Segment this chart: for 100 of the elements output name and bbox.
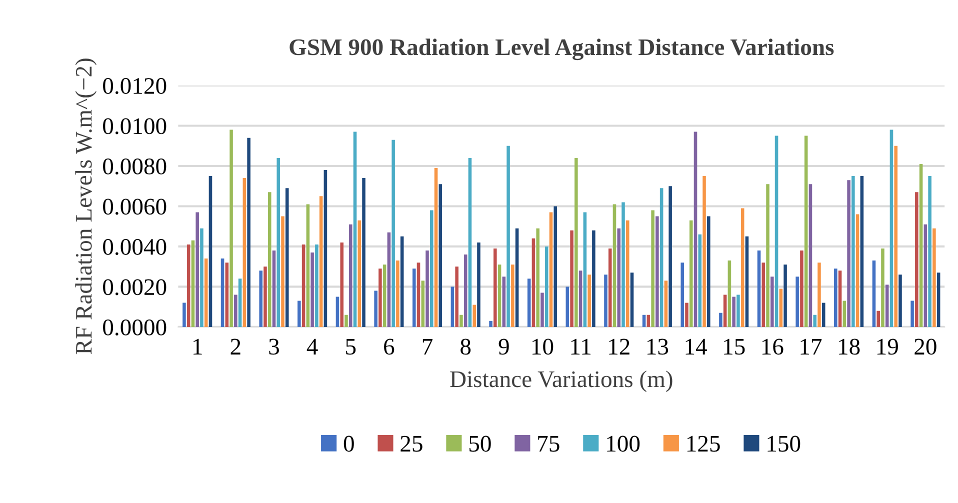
bar: [617, 228, 621, 327]
bar: [847, 180, 850, 327]
bar: [238, 278, 242, 327]
bar: [813, 314, 816, 327]
bar: [396, 260, 400, 327]
bar: [822, 302, 826, 327]
bar: [310, 252, 314, 327]
bar: [281, 216, 284, 327]
bar: [919, 164, 923, 327]
x-tick-label: 15: [724, 338, 745, 355]
bar: [455, 266, 458, 327]
bar: [272, 250, 276, 327]
bar: [770, 276, 774, 327]
bar: [784, 264, 787, 327]
bar: [881, 248, 884, 327]
bar: [842, 300, 846, 327]
bar: [374, 290, 378, 327]
bar: [426, 250, 429, 327]
x-tick-label: 2: [230, 338, 240, 354]
bar: [885, 284, 889, 327]
bar: [494, 248, 497, 327]
bar: [315, 244, 318, 327]
x-axis-title: Distance Variations (m): [450, 370, 672, 392]
bar: [566, 286, 570, 327]
bar: [818, 262, 821, 327]
legend-label: 100: [607, 436, 640, 452]
y-axis-title: RF Radiation Levels W.m^(−2): [75, 58, 97, 354]
x-tick-label: 8: [460, 338, 471, 355]
bar: [502, 276, 506, 327]
bar: [298, 300, 301, 327]
bar: [890, 130, 894, 327]
bar: [468, 158, 472, 327]
bar: [910, 300, 914, 327]
bar: [664, 280, 668, 327]
bar: [796, 276, 799, 327]
bar: [378, 268, 382, 327]
bar: [208, 176, 212, 327]
x-tick-label: 9: [498, 338, 509, 355]
y-tick-label: 0.0120: [103, 78, 166, 94]
bar: [685, 302, 688, 327]
bar: [604, 274, 608, 327]
bar: [515, 228, 519, 327]
bar: [915, 192, 918, 327]
bar: [736, 294, 740, 327]
bar: [430, 210, 434, 327]
bar: [506, 146, 510, 327]
bar: [808, 184, 812, 327]
x-tick-label: 7: [422, 338, 432, 354]
bar: [421, 280, 425, 327]
x-tick-label: 18: [839, 338, 860, 355]
bar: [774, 136, 778, 327]
bar: [285, 188, 289, 327]
bar: [387, 232, 391, 327]
legend-label: 25: [400, 436, 422, 452]
bar: [400, 236, 404, 327]
bar: [382, 264, 386, 327]
bar: [876, 310, 880, 327]
bar: [450, 286, 454, 327]
bar: [344, 314, 348, 327]
bar: [732, 296, 736, 327]
x-tick-label: 20: [914, 338, 936, 355]
bar: [412, 268, 416, 327]
bar: [570, 230, 574, 327]
bar: [740, 208, 744, 327]
bar: [230, 130, 233, 327]
bar: [540, 292, 544, 327]
bar: [723, 294, 727, 327]
bar: [834, 268, 838, 327]
bar: [306, 204, 310, 327]
x-tick-label: 16: [762, 338, 784, 355]
legend-label: 0: [344, 436, 354, 452]
bar: [608, 248, 612, 327]
bar: [477, 242, 480, 327]
bar: [434, 168, 438, 327]
bar: [353, 132, 357, 327]
bar: [804, 136, 808, 327]
bar: [527, 278, 531, 327]
x-tick-label: 17: [800, 338, 822, 354]
bar: [924, 224, 928, 327]
bar: [340, 242, 344, 327]
x-tick-label: 6: [384, 338, 394, 355]
bar: [319, 196, 323, 327]
bar: [689, 220, 693, 327]
bar: [779, 288, 783, 327]
bar: [651, 210, 654, 327]
bar: [191, 240, 195, 327]
bar: [348, 224, 352, 327]
y-tick-label: 0.0060: [103, 198, 166, 215]
bar: [358, 220, 362, 327]
bar: [588, 274, 591, 327]
bar: [511, 264, 514, 327]
y-tick-label: 0.0000: [103, 319, 166, 336]
bar: [186, 244, 190, 327]
bar: [196, 212, 199, 327]
bar: [416, 262, 420, 327]
bar: [544, 246, 548, 327]
bar: [707, 216, 710, 327]
y-tick-label: 0.0020: [103, 279, 166, 296]
x-tick-label: 11: [571, 338, 590, 354]
x-tick-label: 5: [346, 338, 356, 355]
